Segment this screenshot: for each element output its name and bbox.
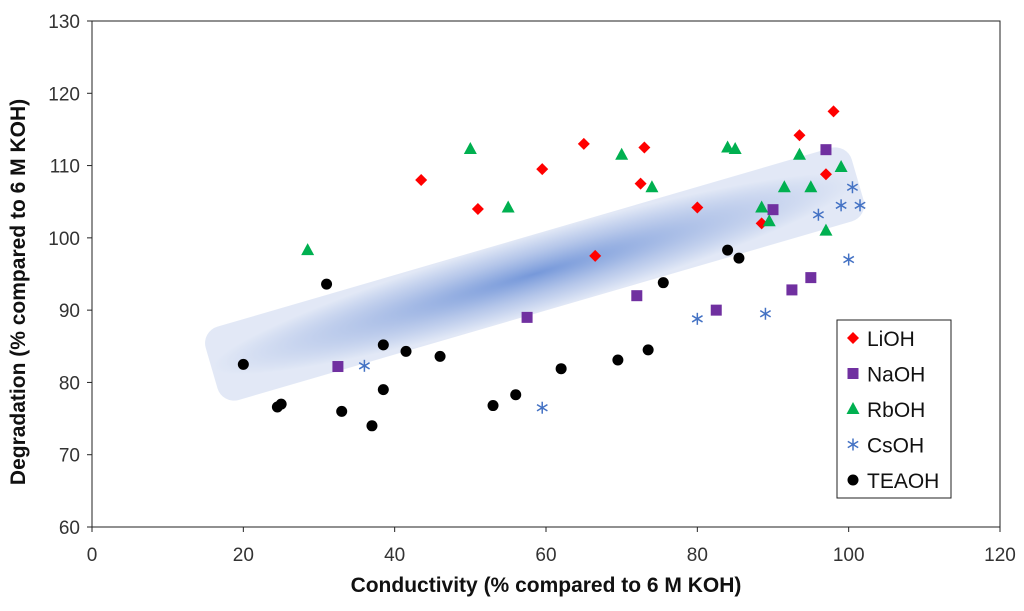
series-teaoh [237, 244, 745, 432]
data-point [237, 358, 249, 370]
data-point [805, 272, 817, 284]
data-point [728, 141, 742, 154]
data-point [777, 180, 791, 193]
data-point [631, 290, 643, 302]
x-tick-label: 0 [87, 545, 98, 566]
data-point [634, 177, 647, 190]
data-point [733, 252, 745, 264]
y-tick-label: 130 [48, 12, 80, 33]
data-point [755, 200, 769, 213]
x-axis-title: Conductivity (% compared to 6 M KOH) [351, 574, 742, 597]
data-point [400, 345, 412, 357]
data-point [804, 180, 818, 193]
data-point [792, 147, 806, 160]
data-point [819, 223, 833, 236]
legend-label: TEAOH [867, 470, 939, 493]
data-point [501, 200, 515, 213]
data-point [834, 160, 848, 173]
legend-label: NaOH [867, 364, 925, 387]
data-point [487, 400, 499, 412]
data-point [638, 141, 651, 154]
x-tick-label: 60 [535, 545, 556, 566]
y-tick-label: 70 [59, 446, 80, 467]
y-tick-label: 90 [59, 301, 80, 322]
y-tick-label: 110 [50, 157, 80, 178]
data-point [434, 350, 446, 362]
data-point [691, 312, 703, 325]
legend-marker [846, 402, 860, 414]
legend-marker [847, 332, 859, 344]
data-point [463, 141, 477, 154]
data-point [820, 144, 832, 156]
data-point [377, 339, 389, 351]
data-point [336, 405, 348, 417]
series-rboh [301, 140, 848, 256]
legend-marker [847, 474, 859, 486]
data-point [657, 277, 669, 289]
data-point [358, 359, 370, 372]
data-point [615, 147, 629, 160]
series-lioh [415, 105, 840, 262]
data-point [843, 253, 855, 266]
data-point [332, 361, 344, 373]
x-tick-label: 120 [984, 545, 1016, 566]
data-point [536, 401, 548, 414]
data-point [722, 244, 734, 256]
data-point [819, 168, 832, 181]
legend-marker [847, 438, 859, 451]
data-point [645, 180, 659, 193]
data-point [521, 311, 533, 323]
series-csoh [358, 181, 866, 414]
data-point [786, 284, 798, 296]
data-point [642, 344, 654, 356]
series-naoh [332, 144, 832, 373]
data-point [721, 140, 735, 153]
data-point [415, 174, 428, 187]
data-point [759, 307, 772, 320]
data-point [555, 363, 567, 375]
data-point [377, 384, 389, 396]
data-point [275, 398, 287, 410]
data-point [321, 278, 333, 290]
data-point [471, 202, 484, 215]
data-point [589, 249, 602, 262]
data-point [536, 163, 549, 176]
legend-marker [847, 368, 859, 379]
trend-band [205, 147, 865, 401]
data-point [846, 181, 859, 194]
x-tick-label: 100 [833, 545, 865, 566]
data-point [835, 199, 847, 212]
data-point [812, 208, 824, 221]
legend-label: LiOH [867, 328, 915, 351]
y-axis-title: Degradation (% compared to 6 M KOH) [7, 99, 30, 485]
data-point [767, 204, 779, 216]
x-tick-label: 20 [233, 545, 254, 566]
data-point [755, 217, 768, 230]
data-point [827, 105, 840, 118]
data-point [612, 354, 624, 366]
data-point [691, 201, 704, 214]
x-tick-label: 80 [687, 545, 708, 566]
data-point [510, 389, 522, 401]
data-point [577, 137, 590, 150]
legend-label: RbOH [867, 399, 925, 422]
legend-label: CsOH [867, 435, 924, 458]
data-point [854, 199, 866, 212]
y-tick-label: 60 [59, 518, 80, 539]
data-point [710, 304, 722, 316]
x-tick-label: 40 [384, 545, 405, 566]
data-point [762, 214, 776, 227]
y-tick-label: 80 [59, 373, 80, 394]
y-tick-label: 100 [48, 229, 80, 250]
y-tick-label: 120 [48, 84, 80, 105]
data-point [301, 243, 315, 256]
data-point [366, 420, 378, 432]
data-point [793, 129, 806, 142]
